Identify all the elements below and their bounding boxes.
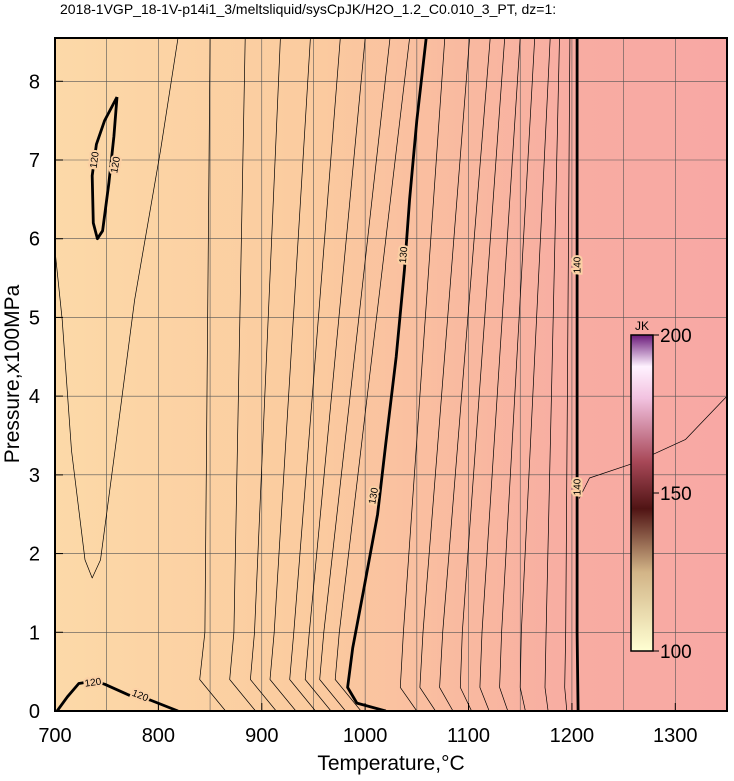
contour-line	[479, 38, 521, 711]
colorbar-tick-label: 200	[660, 326, 692, 347]
contour-line	[544, 38, 560, 711]
colorbar: JK 100 150 200	[630, 319, 692, 663]
contour-label: 130	[367, 486, 381, 505]
y-tick-label: 2	[29, 544, 40, 566]
y-tick-label: 5	[29, 307, 40, 329]
contour-line	[346, 38, 428, 711]
x-axis-label: Temperature,°C	[317, 752, 464, 775]
contour-line	[399, 38, 446, 711]
contour-line	[55, 38, 179, 579]
x-tick-label: 1100	[447, 725, 490, 747]
contour-label: 140	[573, 478, 584, 495]
colorbar-scale	[630, 334, 654, 652]
y-tick-label: 8	[29, 71, 40, 93]
contour-line	[269, 38, 311, 711]
colorbar-label: JK	[635, 319, 649, 333]
contour-label: 120	[84, 676, 102, 689]
contour-line	[250, 38, 281, 711]
x-tick-label: 1300	[653, 725, 698, 747]
x-tick-label: 1000	[343, 725, 388, 747]
colorbar-tick-label: 150	[660, 484, 692, 505]
contour-label: 140	[573, 256, 584, 273]
contour-line	[90, 96, 119, 241]
contour-line	[55, 679, 179, 711]
y-tick-label: 1	[29, 622, 40, 644]
contour-line	[304, 38, 366, 711]
y-tick-label: 3	[29, 465, 40, 487]
contour-line	[439, 38, 491, 711]
contour-line	[319, 38, 391, 711]
contour-line	[499, 38, 536, 711]
x-tick-label: 700	[38, 725, 71, 747]
y-axis-label: Pressure,x100MPa	[1, 284, 24, 463]
contour-line	[519, 38, 551, 711]
contour-label: 120	[109, 155, 123, 174]
y-tick-label: 6	[29, 229, 40, 251]
contour-line	[289, 38, 341, 711]
colorbar-tick-label: 100	[660, 642, 692, 663]
contour-line	[229, 38, 256, 711]
contour-line	[459, 38, 506, 711]
x-tick-label: 800	[142, 725, 175, 747]
axes: 700 800 900 1000 1100 1200 1300 0 1 2 3 4 5 6 7 8	[29, 71, 698, 747]
contour-line	[199, 38, 226, 711]
y-tick-label: 7	[29, 150, 40, 172]
contour-label: 130	[398, 246, 410, 264]
contour-line	[575, 38, 580, 711]
contour-label: 120	[89, 151, 102, 169]
contour-line	[564, 38, 571, 711]
contours	[55, 38, 727, 711]
x-tick-label: 1200	[550, 725, 595, 747]
chart-title: 2018-1VGP_18-1V-p14i1_3/meltsliquid/sysC…	[60, 1, 556, 17]
y-tick-label: 0	[29, 701, 40, 723]
field-background	[55, 38, 727, 711]
plot-frame	[54, 37, 728, 712]
contour-line	[419, 38, 470, 711]
contour-line	[334, 38, 410, 711]
x-tick-label: 900	[245, 725, 278, 747]
y-tick-label: 4	[29, 386, 40, 408]
